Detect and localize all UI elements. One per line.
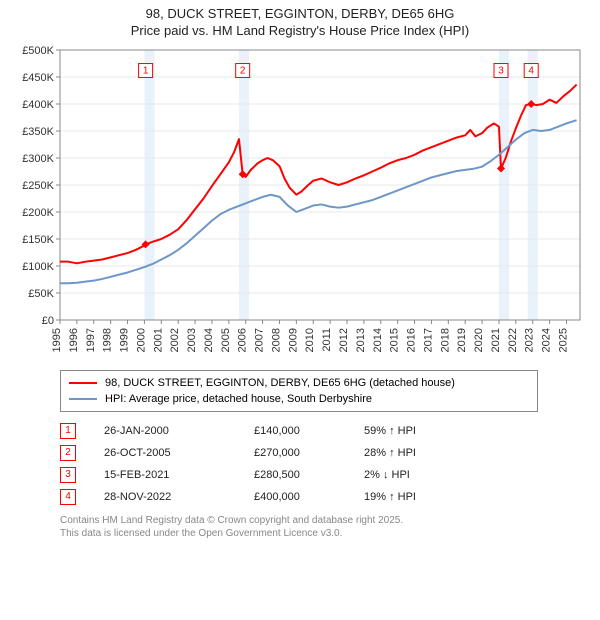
tx-price: £270,000 <box>254 447 364 459</box>
svg-text:2020: 2020 <box>473 328 485 352</box>
tx-hpi: 59% ↑ HPI <box>364 425 474 437</box>
event-badge: 2 <box>60 445 76 461</box>
svg-text:2019: 2019 <box>456 328 468 352</box>
legend: 98, DUCK STREET, EGGINTON, DERBY, DE65 6… <box>60 370 538 412</box>
svg-text:2014: 2014 <box>372 328 384 352</box>
svg-text:4: 4 <box>528 66 534 77</box>
tx-price: £280,500 <box>254 469 364 481</box>
svg-text:£250K: £250K <box>22 180 54 192</box>
tx-date: 15-FEB-2021 <box>104 469 254 481</box>
svg-text:£400K: £400K <box>22 99 54 111</box>
svg-text:2004: 2004 <box>203 328 215 352</box>
svg-text:2013: 2013 <box>355 328 367 352</box>
legend-item: HPI: Average price, detached house, Sout… <box>69 391 529 407</box>
svg-text:2016: 2016 <box>406 328 418 352</box>
tx-price: £400,000 <box>254 491 364 503</box>
tx-hpi: 28% ↑ HPI <box>364 447 474 459</box>
svg-text:£350K: £350K <box>22 126 54 138</box>
svg-text:2023: 2023 <box>524 328 536 352</box>
svg-text:£200K: £200K <box>22 207 54 219</box>
svg-text:£50K: £50K <box>28 288 54 300</box>
svg-text:1: 1 <box>143 66 149 77</box>
table-row: 2 26-OCT-2005 £270,000 28% ↑ HPI <box>60 442 590 464</box>
legend-swatch <box>69 398 97 400</box>
svg-text:£150K: £150K <box>22 234 54 246</box>
svg-text:2008: 2008 <box>270 328 282 352</box>
svg-text:£100K: £100K <box>22 261 54 273</box>
svg-text:2022: 2022 <box>507 328 519 352</box>
transaction-table: 1 26-JAN-2000 £140,000 59% ↑ HPI 2 26-OC… <box>60 420 590 508</box>
event-badge: 3 <box>60 467 76 483</box>
svg-text:1995: 1995 <box>51 328 63 352</box>
line-chart-svg: £0 £50K £100K £150K £200K £250K £300K £350K £400… <box>10 44 590 364</box>
svg-text:2010: 2010 <box>304 328 316 352</box>
svg-text:1998: 1998 <box>102 328 114 352</box>
tx-date: 28-NOV-2022 <box>104 491 254 503</box>
svg-text:2000: 2000 <box>135 328 147 352</box>
svg-text:1996: 1996 <box>68 328 80 352</box>
chart-title-block: 98, DUCK STREET, EGGINTON, DERBY, DE65 6… <box>10 6 590 38</box>
svg-text:2017: 2017 <box>422 328 434 352</box>
attribution-line: Contains HM Land Registry data © Crown c… <box>60 514 560 527</box>
legend-swatch <box>69 382 97 384</box>
svg-text:2015: 2015 <box>389 328 401 352</box>
attribution: Contains HM Land Registry data © Crown c… <box>60 514 560 540</box>
tx-price: £140,000 <box>254 425 364 437</box>
legend-label: HPI: Average price, detached house, Sout… <box>105 393 372 405</box>
table-row: 3 15-FEB-2021 £280,500 2% ↓ HPI <box>60 464 590 486</box>
svg-text:2025: 2025 <box>557 328 569 352</box>
tx-date: 26-JAN-2000 <box>104 425 254 437</box>
svg-text:2009: 2009 <box>287 328 299 352</box>
tx-hpi: 19% ↑ HPI <box>364 491 474 503</box>
svg-text:2021: 2021 <box>490 328 502 352</box>
legend-item: 98, DUCK STREET, EGGINTON, DERBY, DE65 6… <box>69 375 529 391</box>
svg-text:£500K: £500K <box>22 45 54 57</box>
event-badge: 1 <box>60 423 76 439</box>
event-badge: 4 <box>60 489 76 505</box>
tx-date: 26-OCT-2005 <box>104 447 254 459</box>
table-row: 4 28-NOV-2022 £400,000 19% ↑ HPI <box>60 486 590 508</box>
svg-text:£300K: £300K <box>22 153 54 165</box>
svg-text:2003: 2003 <box>186 328 198 352</box>
title-line1: 98, DUCK STREET, EGGINTON, DERBY, DE65 6… <box>10 6 590 21</box>
svg-text:3: 3 <box>498 66 504 77</box>
svg-text:£450K: £450K <box>22 72 54 84</box>
attribution-line: This data is licensed under the Open Gov… <box>60 527 560 540</box>
svg-text:2018: 2018 <box>439 328 451 352</box>
title-line2: Price paid vs. HM Land Registry's House … <box>10 23 590 38</box>
chart-area: £0 £50K £100K £150K £200K £250K £300K £350K £400… <box>10 44 590 364</box>
svg-text:2002: 2002 <box>169 328 181 352</box>
svg-text:£0: £0 <box>42 315 54 327</box>
svg-text:2012: 2012 <box>338 328 350 352</box>
svg-text:1999: 1999 <box>119 328 131 352</box>
legend-label: 98, DUCK STREET, EGGINTON, DERBY, DE65 6… <box>105 377 455 389</box>
table-row: 1 26-JAN-2000 £140,000 59% ↑ HPI <box>60 420 590 442</box>
svg-text:2007: 2007 <box>254 328 266 352</box>
svg-text:2005: 2005 <box>220 328 232 352</box>
tx-hpi: 2% ↓ HPI <box>364 469 474 481</box>
svg-text:1997: 1997 <box>85 328 97 352</box>
svg-text:2006: 2006 <box>237 328 249 352</box>
svg-text:2: 2 <box>240 66 246 77</box>
svg-text:2024: 2024 <box>541 328 553 352</box>
svg-text:2011: 2011 <box>321 328 333 352</box>
svg-text:2001: 2001 <box>152 328 164 352</box>
